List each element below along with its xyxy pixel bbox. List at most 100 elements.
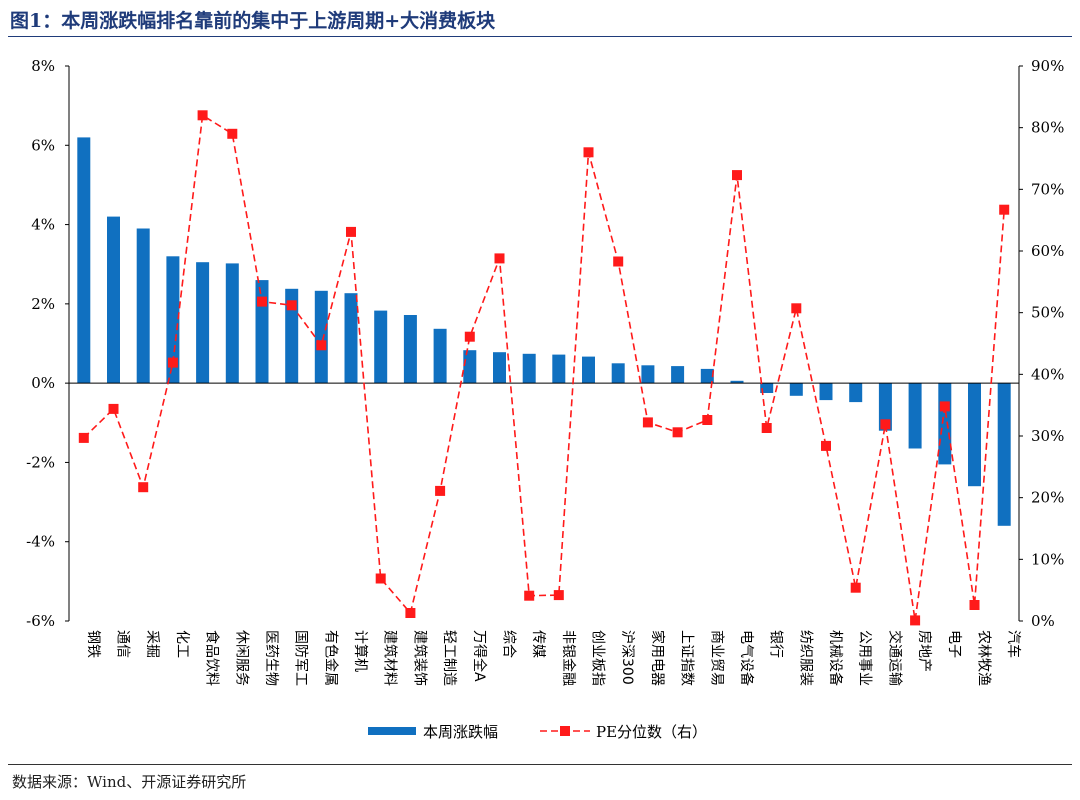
- bar-商业贸易: [700, 368, 714, 384]
- bar-万得全A: [463, 350, 477, 384]
- x-label-传媒: 传媒: [530, 630, 546, 658]
- x-label-非银金融: 非银金融: [560, 630, 576, 686]
- bar-农林牧渔: [968, 383, 981, 487]
- legend-bar-label: 本周涨跌幅: [423, 723, 498, 741]
- pe-point-万得全A: [464, 331, 475, 342]
- x-label-综合: 综合: [501, 630, 517, 658]
- bar-沪深300: [611, 363, 625, 384]
- left-tick-label: -6%: [26, 612, 55, 630]
- pe-point-有色金属: [316, 340, 327, 351]
- bar-医药生物: [255, 280, 269, 384]
- x-label-房地产: 房地产: [916, 630, 932, 672]
- right-tick-label: 20%: [1031, 489, 1064, 507]
- bar-纺织服装: [789, 383, 803, 396]
- x-label-轻工制造: 轻工制造: [441, 630, 457, 686]
- pe-point-化工: [167, 357, 178, 368]
- bar-汽车: [997, 383, 1011, 526]
- right-tick-label: 60%: [1031, 242, 1064, 260]
- axes: -6% -4% -2% 0% 2% 4% 6% 8% 0% 10% 20% 30% 40% 50% 60% 7…: [26, 57, 1064, 630]
- left-tick-label: 6%: [31, 136, 55, 154]
- x-label-创业板指: 创业板指: [590, 630, 606, 686]
- pe-point-家用电器: [642, 417, 653, 428]
- legend-bar-swatch: [368, 727, 416, 735]
- pe-point-轻工制造: [435, 485, 446, 496]
- source-divider: [8, 764, 1072, 765]
- x-label-食品饮料: 食品饮料: [204, 630, 221, 686]
- bar-房地产: [908, 383, 922, 449]
- pe-point-综合: [494, 253, 505, 264]
- x-label-建筑材料: 建筑材料: [382, 630, 398, 686]
- left-tick-label: 4%: [31, 216, 55, 234]
- left-tick-label: 2%: [31, 295, 55, 313]
- source-note: 数据来源：Wind、开源证券研究所: [12, 773, 247, 791]
- bar-创业板指: [582, 356, 595, 384]
- pe-point-电子: [939, 401, 950, 412]
- pe-point-国防军工: [286, 300, 297, 311]
- chart-title: 图1：本周涨跌幅排名靠前的集中于上游周期+大消费板块: [10, 10, 496, 32]
- right-tick-label: 50%: [1031, 304, 1064, 322]
- left-tick-label: 8%: [31, 57, 55, 75]
- bar-休闲服务: [225, 263, 239, 384]
- x-axis-labels: 钢铁 通信 采掘 化工 食品饮料 休闲服务 医药生物 国防军工 有色金属 计算机 建筑材料 建筑装饰轻…: [85, 630, 1022, 686]
- pe-line: [83, 113, 1005, 621]
- pe-point-创业板指: [583, 147, 594, 158]
- right-tick-label: 40%: [1031, 365, 1064, 383]
- left-tick-label: 0%: [31, 374, 55, 392]
- bar-非银金融: [552, 354, 566, 384]
- pe-point-通信: [108, 403, 119, 414]
- x-label-有色金属: 有色金属: [322, 630, 339, 686]
- pe-point-医药生物: [257, 296, 267, 307]
- pe-point-采掘: [138, 482, 149, 493]
- bar-采掘: [136, 228, 150, 384]
- pe-point-休闲服务: [227, 128, 238, 139]
- x-label-医药生物: 医药生物: [263, 630, 279, 686]
- pe-point-传媒: [524, 590, 535, 601]
- x-label-纺织服装: 纺织服装: [797, 630, 813, 686]
- right-tick-label: 10%: [1031, 550, 1064, 568]
- bar-银行: [760, 383, 774, 393]
- bar-机械设备: [819, 383, 833, 401]
- x-label-农林牧渔: 农林牧渔: [976, 630, 992, 686]
- bar-国防军工: [285, 288, 299, 384]
- x-label-采掘: 采掘: [144, 630, 160, 658]
- x-label-通信: 通信: [115, 630, 131, 658]
- title-divider: [8, 36, 1072, 37]
- right-tick-label: 0%: [1031, 612, 1055, 630]
- x-label-公用事业: 公用事业: [857, 630, 873, 686]
- bar-建筑装饰: [403, 315, 417, 384]
- bar-食品饮料: [196, 262, 210, 384]
- x-label-休闲服务: 休闲服务: [233, 630, 249, 686]
- pe-point-农林牧渔: [969, 600, 980, 610]
- pe-point-交通运输: [880, 419, 891, 430]
- pe-point-非银金融: [553, 590, 564, 601]
- x-label-电气设备: 电气设备: [738, 630, 755, 686]
- pe-point-沪深300: [613, 256, 624, 267]
- chart-canvas: -6% -4% -2% 0% 2% 4% 6% 8% 0% 10% 20% 30% 40% 50% 60% 7…: [26, 57, 1064, 741]
- x-label-化工: 化工: [174, 630, 190, 658]
- pe-point-汽车: [999, 204, 1010, 215]
- x-label-电子: 电子: [946, 630, 962, 658]
- right-tick-label: 70%: [1031, 180, 1064, 198]
- left-tick-label: -4%: [26, 533, 55, 551]
- left-tick-label: -2%: [26, 453, 55, 471]
- x-label-家用电器: 家用电器: [649, 630, 666, 686]
- x-label-沪深300: 沪深300: [619, 630, 635, 685]
- pe-point-上证指数: [672, 427, 683, 438]
- pe-point-电气设备: [732, 170, 742, 181]
- pe-point-商业贸易: [702, 415, 713, 425]
- right-tick-label: 90%: [1031, 57, 1064, 75]
- bar-电气设备: [730, 380, 744, 384]
- pe-point-机械设备: [821, 440, 831, 451]
- bar-通信: [107, 216, 120, 384]
- bar-家用电器: [641, 365, 655, 384]
- pe-point-纺织服装: [791, 303, 802, 314]
- pe-point-公用事业: [850, 582, 861, 593]
- x-label-交通运输: 交通运输: [886, 630, 903, 686]
- x-label-计算机: 计算机: [352, 630, 368, 672]
- bar-有色金属: [314, 290, 328, 384]
- right-tick-label: 30%: [1031, 427, 1064, 445]
- x-label-国防军工: 国防军工: [293, 630, 309, 686]
- bar-公用事业: [849, 383, 863, 403]
- bar-电子: [938, 383, 952, 465]
- bar-交通运输: [878, 383, 892, 431]
